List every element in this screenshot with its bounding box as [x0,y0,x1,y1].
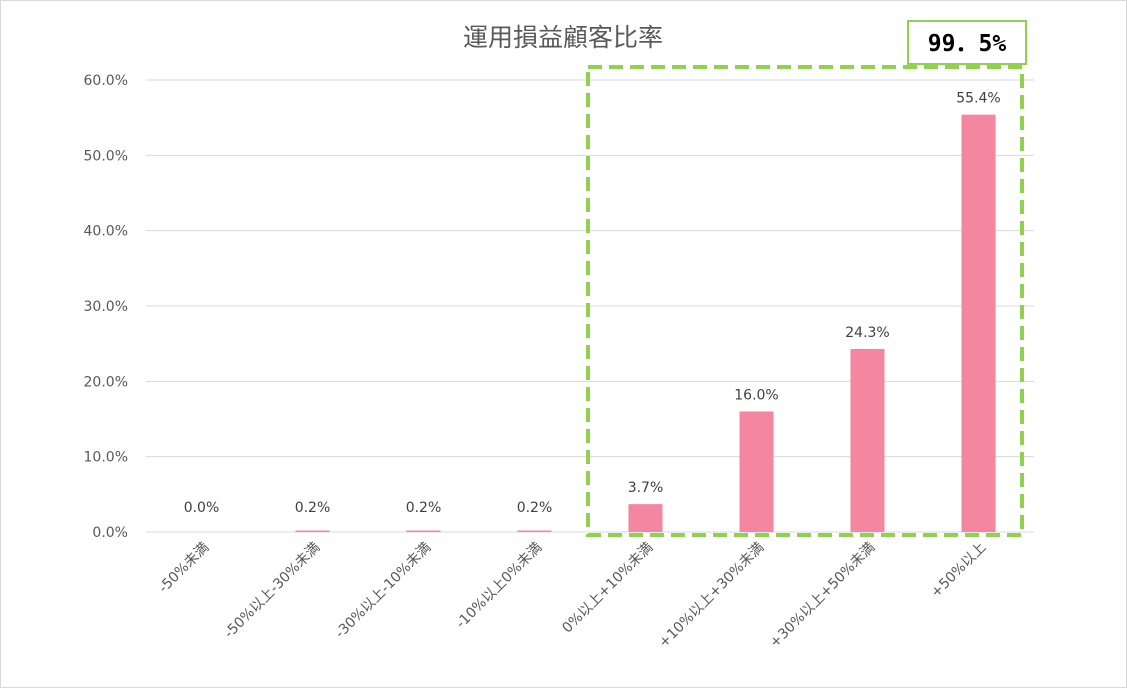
data-label: 0.0% [184,500,220,516]
bar [961,114,996,533]
highlight-callout: 99．5% [907,20,1027,65]
x-category-label: -30%以上-10%未満 [332,540,434,642]
bars [295,114,996,533]
bar [406,530,441,532]
x-axis-category-labels: -50%未満 -50%以上-30%未満 -30%以上-10%未満 -10%以上0%未満… [156,540,990,652]
bar [739,411,774,532]
x-category-label: -10%以上0%未満 [453,540,545,632]
data-label: 0.2% [295,500,331,516]
bar [517,530,552,532]
bar [295,530,330,532]
y-tick-label: 20.0% [84,374,128,390]
x-category-label: +30%以上+50%未満 [767,540,879,652]
y-tick-label: 50.0% [84,148,128,164]
highlight-dashed-box [586,65,1024,537]
bar [628,504,663,532]
y-tick-label: 30.0% [84,299,128,315]
x-category-label: 0%以上+10%未満 [559,540,656,637]
data-label: 3.7% [628,480,664,496]
highlight-callout-label: 99．5% [928,31,1007,57]
bar [850,348,885,532]
x-category-label: +10%以上+30%未満 [656,540,768,652]
data-label: 24.3% [845,325,889,341]
x-category-label: -50%以上-30%未満 [221,540,323,642]
data-label: 16.0% [734,387,778,403]
chart-title: 運用損益顧客比率 [463,23,663,52]
x-category-label: +50%以上 [928,540,989,601]
x-category-label: -50%未満 [156,540,213,597]
data-label: 0.2% [517,500,553,516]
data-label: 0.2% [406,500,442,516]
y-tick-label: 40.0% [84,224,128,240]
y-axis-tick-labels: 0.0% 10.0% 20.0% 30.0% 40.0% 50.0% 60.0% [84,73,128,541]
data-label: 55.4% [956,91,1000,107]
y-tick-label: 60.0% [84,73,128,89]
data-labels: 0.0% 0.2% 0.2% 0.2% 3.7% 16.0% 24.3% 55.4% [184,91,1001,516]
y-tick-label: 0.0% [92,525,128,541]
highlight-callout-box [907,20,1027,65]
y-tick-label: 10.0% [84,450,128,466]
